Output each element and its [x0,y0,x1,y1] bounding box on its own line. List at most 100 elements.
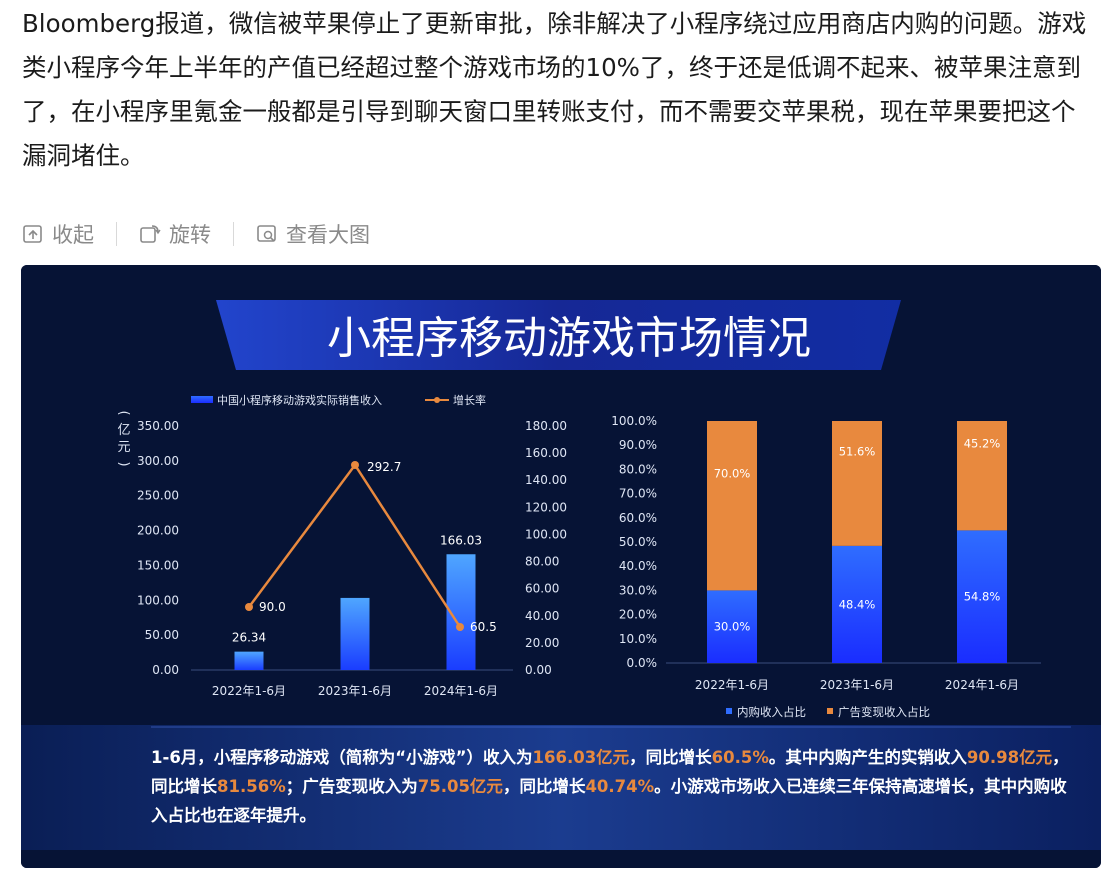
right-tick-label: 120.00 [525,500,567,514]
share-tick-label: 70.0% [619,487,657,501]
share-tick-label: 20.0% [619,608,657,622]
share-x-tick-label: 2024年1-6月 [945,678,1019,692]
growth-rate-point [351,461,359,469]
left-tick-label: 50.00 [145,628,179,642]
inapp-share-label: 30.0% [714,620,751,634]
caption-band [21,725,1101,850]
right-tick-label: 20.00 [525,636,559,650]
caption-part: ，同比增长 [629,748,712,767]
growth-rate-label: 292.7 [367,460,401,474]
x-tick-label: 2023年1-6月 [318,684,392,698]
inapp-share-bar [707,590,757,663]
right-tick-label: 160.00 [525,446,567,460]
left-tick-label: 100.00 [137,593,179,607]
caption-part: ，同比增长 [151,748,1069,796]
share-tick-label: 100.0% [611,414,657,428]
ad-share-bar [707,421,757,591]
title-banner [216,300,901,370]
left-tick-label: 250.00 [137,489,179,503]
caption-highlight: 90.98亿元 [966,748,1053,767]
ad-share-label: 70.0% [714,467,751,481]
caption-highlight: 81.56% [217,777,286,796]
growth-rate-point [245,603,253,611]
y-unit-label: 元 [117,440,130,455]
revenue-bar [234,651,264,670]
caption-part: 1-6月，小程序移动游戏（简称为“小游戏”）收入为 [151,748,533,767]
revenue-bar-label: 26.34 [232,631,266,645]
y-unit-label: ( [116,410,131,415]
legend-marker-line [434,397,440,403]
y-unit-label: 亿 [117,423,130,438]
view-large-icon [257,225,276,242]
share-tick-label: 0.0% [627,656,658,670]
right-tick-label: 140.00 [525,473,567,487]
x-tick-label: 2022年1-6月 [212,684,286,698]
inapp-share-bar [957,530,1007,663]
ad-share-bar [957,421,1007,531]
post-text: Bloomberg报道，微信被苹果停止了更新审批，除非解决了小程序绕过应用商店内… [22,9,1087,170]
right-tick-label: 80.00 [525,555,559,569]
right-tick-label: 40.00 [525,609,559,623]
collapse-button[interactable]: 收起 [22,219,94,249]
legend-swatch-bar [191,396,213,403]
divider [233,222,234,246]
caption-part: ，同比增长 [502,777,586,796]
share-tick-label: 90.0% [619,438,657,452]
share-tick-label: 60.0% [619,511,657,525]
share-tick-label: 40.0% [619,559,657,573]
divider [116,222,117,246]
legend-label-line: 增长率 [453,393,486,407]
view-large-label: 查看大图 [286,223,370,247]
growth-rate-label: 90.0 [259,600,286,614]
share-x-tick-label: 2022年1-6月 [695,678,769,692]
revenue-growth-chart: ( 亿元) 0.00 50.00 100.00 150.00 200.00 250.00 300… [116,393,567,698]
infographic-image[interactable]: 小程序移动游戏市场情况 ( 亿元) 0.00 50.00 100.00 150.00 200… [21,265,1101,868]
revenue-share-chart: 0.0% 10.0% 20.0% 30.0% 40.0% 50.0% 60.0% 70.0% 8… [611,414,1041,719]
left-tick-label: 150.00 [137,558,179,572]
right-tick-label: 60.00 [525,582,559,596]
caption-highlight: 75.05亿元 [417,777,503,796]
left-tick-label: 200.00 [137,524,179,538]
rotate-label: 旋转 [169,223,211,247]
y-unit-label: ) [116,461,131,466]
x-tick-label: 2024年1-6月 [424,684,498,698]
right-tick-label: 180.00 [525,419,567,433]
image-actions-bar: 收起 旋转 查看大图 [22,212,370,256]
inapp-share-label: 48.4% [839,597,876,611]
caption-part: 。小游戏市场收入已连续三年保持高速增长，其中内购收入占比也在逐年提升。 [151,777,1067,825]
ad-share-label: 45.2% [964,437,1001,451]
collapse-label: 收起 [52,223,94,247]
caption-part: ；广告变现收入为 [285,777,418,796]
growth-rate-label: 60.5 [470,620,497,634]
legend-label-ad: 广告变现收入占比 [838,705,930,719]
legend-label-inapp: 内购收入占比 [737,705,806,719]
inapp-share-bar [832,545,882,663]
caption-highlight: 40.74% [585,777,655,796]
left-tick-label: 350.00 [137,419,179,433]
legend-label-bar: 中国小程序移动游戏实际销售收入 [217,393,382,407]
caption-highlight: 60.5% [711,748,769,767]
revenue-bar [340,597,370,670]
figure-title: 小程序移动游戏市场情况 [327,313,811,364]
ad-share-label: 51.6% [839,444,876,458]
infographic-canvas: 小程序移动游戏市场情况 ( 亿元) 0.00 50.00 100.00 150.00 200… [21,265,1101,868]
caption-highlight: 166.03亿元 [532,748,630,767]
rotate-button[interactable]: 旋转 [139,219,211,249]
growth-rate-point [456,623,464,631]
share-tick-label: 10.0% [619,632,657,646]
inapp-share-label: 54.8% [964,590,1001,604]
left-tick-label: 300.00 [137,454,179,468]
right-tick-label: 100.00 [525,527,567,541]
caption-part: 。其中内购产生的实销收入 [768,748,967,767]
share-tick-label: 30.0% [619,583,657,597]
rotate-icon [140,225,161,243]
right-tick-label: 0.00 [525,663,552,677]
share-tick-label: 80.0% [619,462,657,476]
share-x-tick-label: 2023年1-6月 [820,678,894,692]
view-large-button[interactable]: 查看大图 [256,219,370,249]
ad-share-bar [832,421,882,546]
share-tick-label: 50.0% [619,535,657,549]
collapse-icon [23,225,42,243]
legend-swatch-ad [827,708,833,714]
left-tick-label: 0.00 [152,663,179,677]
